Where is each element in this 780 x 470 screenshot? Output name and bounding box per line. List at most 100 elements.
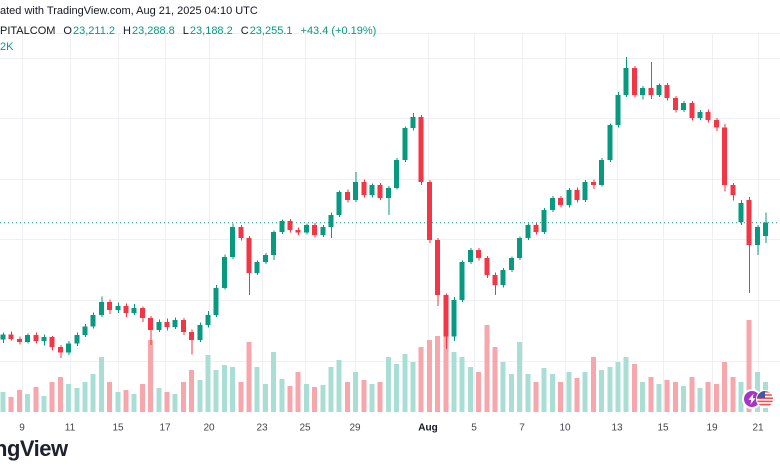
candle [738,200,744,225]
time-axis-label: 13 [611,423,623,434]
candle [369,183,375,198]
time-axis-label: 11 [65,423,76,434]
time-axis-label: 29 [349,423,361,434]
candle [172,317,178,330]
volume-bar [623,357,629,412]
volume-bar [115,392,121,412]
candle-body [566,190,572,206]
candle [180,317,186,336]
volume-bar [418,347,424,412]
candle-body [746,200,752,246]
volume-bar [180,382,186,412]
candle-body [41,336,47,341]
volume-bar [189,370,195,412]
candle [672,95,678,113]
volume-bar [459,357,465,412]
candle [49,335,55,351]
candle [451,296,457,342]
candle [640,86,646,100]
candle [377,183,383,201]
candle-body [582,182,588,201]
volume-bar [492,347,498,412]
volume-bar [74,388,80,412]
candle [8,331,14,341]
candle [754,225,760,256]
volume-bar [254,367,260,412]
candle-body [681,103,687,111]
candle [197,322,203,343]
open-value: 23,211.2 [72,25,115,37]
candle-body [238,226,244,239]
candle-body [254,262,260,274]
volume-bar [713,384,719,412]
candle-body [754,226,760,246]
low-value: 23,188.2 [189,25,233,37]
candle-body [156,322,162,331]
candle [582,180,588,202]
candle-body [648,87,654,96]
volume-bar [238,382,244,412]
candle [566,188,572,208]
candle-body [279,221,285,233]
candle [508,256,514,273]
candle-body [697,111,703,118]
candle-body [74,334,80,344]
candle [123,303,129,317]
candle-body [517,238,523,259]
volume-bar [25,394,31,412]
candle-body [377,185,383,198]
lightning-bolt-glyph [748,393,756,405]
candle-body [500,270,506,286]
candle-body [763,222,769,237]
time-axis-label: 19 [706,423,718,434]
candle [98,296,104,317]
volume-bar [82,382,88,412]
volume-bar [172,394,178,412]
volume-bar [722,362,728,412]
volume-bar [705,382,711,412]
volume-bar [672,382,678,412]
volume-bar [57,377,63,412]
volume-bar [582,372,588,412]
candle-body [607,125,613,161]
candle-body [484,258,490,276]
symbol-name: PITALCOM [0,25,56,37]
volume-bar [402,354,408,412]
volume-bar [590,357,596,412]
candle [90,312,96,329]
volume-bar [607,367,613,412]
volume-bar [664,380,670,412]
candle-body [631,68,637,96]
candle [394,158,400,190]
volume-bar [230,367,236,412]
open-pair: O 23,211.2 [63,25,115,37]
candle-body [131,308,137,314]
time-axis[interactable]: 9 11 15 17 20 23 25 29 Aug 5 7 10 13 15 19 21 [19,423,764,434]
candle [615,92,621,128]
candle [262,253,268,265]
candle-body [139,308,145,319]
candle-body [623,68,629,96]
time-axis-label: 17 [159,423,171,434]
volume-bar [328,367,334,412]
candle-body [164,322,170,327]
candle-body [385,187,391,198]
candle [426,180,432,244]
candle-body [443,295,449,337]
us-flag-event-icon[interactable] [756,390,774,408]
candle-body [172,320,178,327]
high-label: H [123,25,131,37]
candle-body [353,182,359,201]
candle-body [221,256,227,289]
candle-body [180,320,186,332]
volume-bar [156,388,162,412]
volume-bar [369,384,375,412]
tradingview-logo[interactable]: ngView [0,436,68,461]
candle [599,158,605,187]
volume-bar [517,342,523,412]
candle [681,101,687,113]
time-axis-label: 5 [471,423,477,434]
candle [689,100,695,121]
candle [303,223,309,235]
